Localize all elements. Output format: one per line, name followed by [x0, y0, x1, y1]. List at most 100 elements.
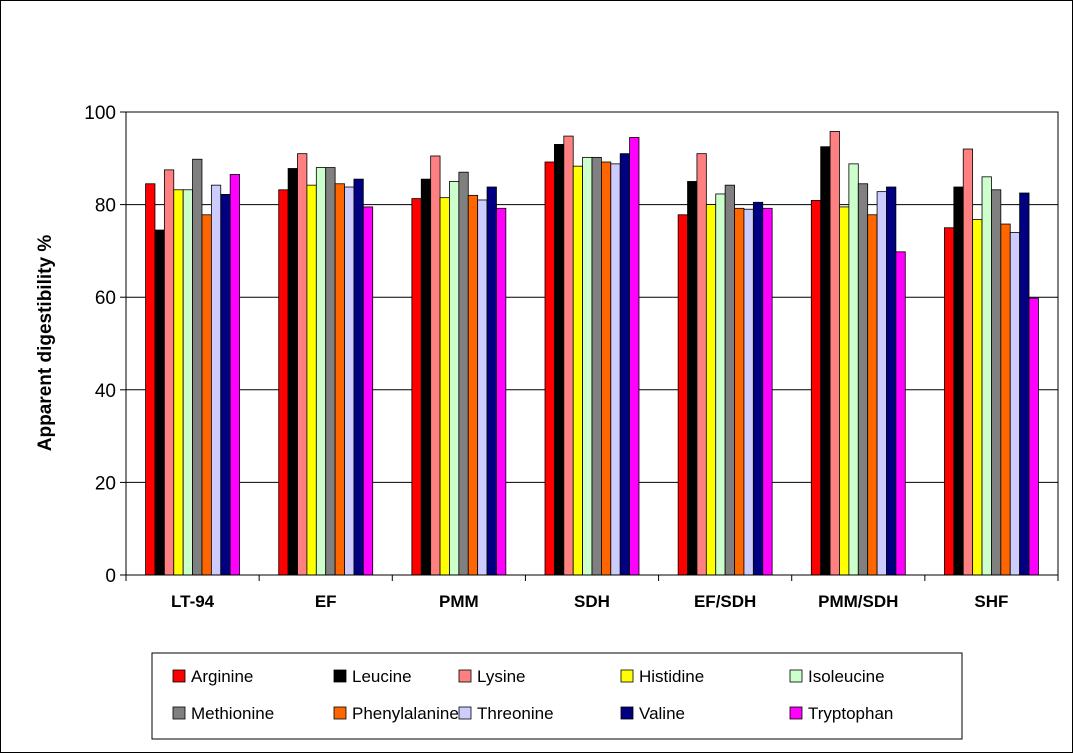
bar-lysine-ef: [297, 153, 308, 576]
legend-label-valine: Valine: [639, 704, 685, 723]
legend-swatch-isoleucine: [789, 669, 803, 683]
bar-lysine-ef-sdh: [696, 153, 707, 576]
x-tick-labels: LT-94 EF PMM SDH EF/SDH PMM/SDH SHF: [171, 592, 1008, 611]
bar-phenylalanine-ef-sdh: [734, 207, 745, 576]
bar-arginine-ef-sdh: [677, 214, 688, 576]
bar-leucine-pmm: [420, 178, 432, 576]
bar-isoleucine-pmm-sdh: [848, 163, 859, 576]
bar-methionine-lt-94: [192, 158, 203, 576]
legend-label-leucine: Leucine: [352, 667, 412, 686]
bar-arginine-sdh: [544, 161, 555, 576]
bar-leucine-ef-sdh: [687, 181, 698, 576]
bar-histidine-ef-sdh: [705, 204, 717, 576]
bar-leucine-pmm-sdh: [820, 146, 831, 576]
bar-histidine-pmm-sdh: [839, 206, 850, 576]
bar-valine-sdh: [619, 153, 631, 576]
legend-swatch-leucine: [333, 669, 347, 683]
bar-threonine-lt-94: [210, 184, 222, 576]
bar-tryptophan-shf: [1028, 297, 1039, 576]
bar-arginine-ef: [278, 189, 289, 576]
legend-swatch-histidine: [620, 669, 634, 683]
category-label: SHF: [974, 592, 1008, 611]
bar-histidine-pmm: [439, 197, 450, 576]
bar-threonine-pmm-sdh: [876, 191, 887, 576]
bars: [145, 131, 1039, 576]
bar-tryptophan-pmm: [496, 207, 507, 576]
bar-valine-ef-sdh: [752, 201, 764, 576]
y-tick-label: 80: [95, 196, 116, 217]
bar-arginine-shf: [944, 227, 955, 576]
y-tick-label: 60: [95, 288, 116, 309]
bar-isoleucine-ef: [315, 167, 327, 576]
legend-label-phenylalanine: Phenylalanine: [352, 704, 459, 723]
bar-lysine-pmm-sdh: [829, 131, 840, 576]
bar-lysine-sdh: [563, 135, 574, 576]
bar-isoleucine-lt-94: [182, 189, 193, 576]
bar-histidine-sdh: [572, 165, 584, 576]
legend-label-methionine: Methionine: [191, 704, 274, 723]
bar-isoleucine-sdh: [582, 156, 593, 576]
legend-label-tryptophan: Tryptophan: [808, 704, 893, 723]
bar-tryptophan-sdh: [629, 137, 640, 576]
legend-swatch-valine: [620, 706, 634, 720]
bar-valine-pmm: [486, 186, 497, 576]
bar-isoleucine-ef-sdh: [715, 193, 726, 576]
bar-phenylalanine-lt-94: [201, 214, 212, 576]
bar-leucine-sdh: [554, 144, 565, 576]
bar-phenylalanine-sdh: [601, 161, 612, 576]
legend-swatch-phenylalanine: [333, 706, 347, 720]
bar-histidine-lt-94: [173, 189, 184, 576]
legend-swatch-arginine: [172, 669, 186, 683]
legend-swatch-methionine: [172, 706, 186, 720]
bar-leucine-ef: [287, 168, 298, 576]
category-label: LT-94: [171, 592, 215, 611]
bar-phenylalanine-shf: [1000, 223, 1011, 576]
category-label: SDH: [574, 592, 610, 611]
bar-methionine-ef: [325, 167, 336, 576]
legend-swatch-tryptophan: [789, 706, 803, 720]
bar-methionine-shf: [991, 189, 1002, 576]
legend-box: [151, 652, 963, 740]
bar-tryptophan-ef-sdh: [762, 207, 773, 576]
bar-threonine-ef-sdh: [743, 208, 754, 576]
legend-label-isoleucine: Isoleucine: [808, 667, 885, 686]
bar-arginine-pmm-sdh: [810, 200, 822, 576]
bar-lysine-pmm: [430, 155, 441, 576]
bar-methionine-ef-sdh: [724, 184, 735, 576]
bar-threonine-ef: [344, 186, 355, 576]
bar-tryptophan-pmm-sdh: [895, 251, 906, 576]
y-tick-labels: 0 20 40 60 80 100: [84, 103, 116, 587]
legend-label-arginine: Arginine: [191, 667, 253, 686]
y-tick-label: 100: [84, 103, 116, 124]
bar-histidine-shf: [972, 219, 983, 576]
bar-lysine-shf: [962, 148, 974, 576]
axes: [120, 111, 1059, 581]
legend-label-histidine: Histidine: [639, 667, 704, 686]
y-axis-title: Apparent digestibility %: [35, 235, 56, 452]
legend-label-lysine: Lysine: [477, 667, 526, 686]
bar-leucine-shf: [953, 186, 964, 576]
bar-histidine-ef: [306, 184, 317, 576]
legend-swatch-lysine: [458, 669, 472, 683]
bar-threonine-pmm: [477, 199, 488, 576]
legend: Arginine Leucine Lysine Histidine Isoleucine…: [151, 652, 963, 740]
bar-leucine-lt-94: [154, 229, 165, 576]
bar-phenylalanine-pmm-sdh: [867, 214, 878, 576]
category-label: PMM: [439, 592, 479, 611]
bar-threonine-shf: [1009, 231, 1021, 576]
bar-isoleucine-pmm: [449, 181, 460, 576]
bar-lysine-lt-94: [163, 169, 175, 576]
category-label: PMM/SDH: [818, 592, 898, 611]
bar-methionine-sdh: [591, 156, 602, 576]
bar-phenylalanine-ef: [334, 183, 345, 576]
category-label: EF: [315, 592, 337, 611]
bar-valine-lt-94: [220, 194, 231, 576]
legend-swatch-threonine: [458, 706, 472, 720]
legend-label-threonine: Threonine: [477, 704, 554, 723]
bar-isoleucine-shf: [981, 176, 992, 576]
bar-tryptophan-ef: [362, 206, 374, 576]
bar-methionine-pmm: [458, 171, 469, 576]
y-tick-label: 0: [105, 566, 116, 587]
